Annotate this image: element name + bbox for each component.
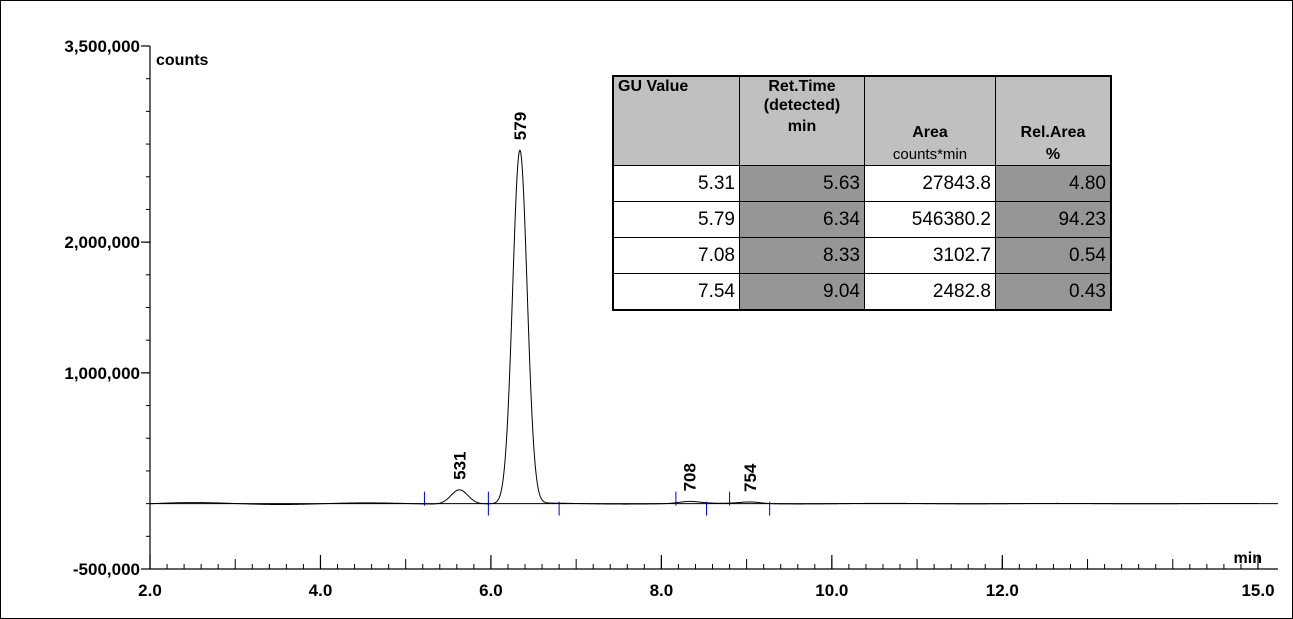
header-rel-area: Rel.Area % [995, 75, 1112, 166]
peak-label-754: 754 [741, 463, 760, 492]
header-ret-time-label: Ret.Time (detected) [763, 78, 841, 114]
chromatogram-trace [149, 149, 1258, 505]
peak-label-579: 579 [511, 112, 530, 140]
header-area-unit: counts*min [892, 146, 968, 163]
cell-ret-time: 9.04 [739, 273, 865, 311]
header-ret-time: Ret.Time (detected) min [739, 75, 865, 166]
header-area: Area counts*min [864, 75, 996, 166]
cell-gu-value: 5.79 [612, 201, 740, 238]
y-tick-label: 3,500,000 [64, 37, 140, 56]
cell-rel-area: 4.80 [995, 165, 1112, 202]
cell-area: 3102.7 [864, 237, 996, 274]
header-ret-time-unit: min [787, 118, 817, 135]
x-tick-label: 2.0 [138, 581, 162, 600]
cell-rel-area: 0.54 [995, 237, 1112, 274]
table-header-row: GU Value Ret.Time (detected) min Area co… [612, 75, 1112, 166]
header-area-label: Area [912, 124, 948, 141]
table-row: 5.79 6.34 546380.2 94.23 [612, 201, 1112, 238]
y-tick-label: -500,000 [73, 560, 140, 579]
cell-ret-time: 6.34 [739, 201, 865, 238]
peak-results-table: GU Value Ret.Time (detected) min Area co… [612, 75, 1112, 311]
y-tick-label: 2,000,000 [64, 233, 140, 252]
peak-label-708: 708 [681, 463, 700, 491]
peak-label-531: 531 [450, 451, 469, 479]
cell-rel-area: 94.23 [995, 201, 1112, 238]
x-tick-label: 4.0 [309, 581, 333, 600]
header-rel-area-unit: % [1045, 146, 1061, 163]
x-tick-label: 6.0 [479, 581, 503, 600]
header-gu-value-label: GU Value [618, 78, 689, 95]
y-tick-label: 1,000,000 [64, 364, 140, 383]
cell-area: 546380.2 [864, 201, 996, 238]
cell-gu-value: 5.31 [612, 165, 740, 202]
table-row: 7.08 8.33 3102.7 0.54 [612, 237, 1112, 274]
cell-gu-value: 7.08 [612, 237, 740, 274]
x-tick-label: 15.0 [1241, 581, 1274, 600]
cell-area: 27843.8 [864, 165, 996, 202]
x-tick-label: 10.0 [815, 581, 848, 600]
x-tick-label: 8.0 [650, 581, 674, 600]
table-row: 7.54 9.04 2482.8 0.43 [612, 273, 1112, 311]
cell-rel-area: 0.43 [995, 273, 1112, 311]
cell-area: 2482.8 [864, 273, 996, 311]
cell-ret-time: 8.33 [739, 237, 865, 274]
x-axis-unit-label: min [1234, 550, 1262, 567]
cell-ret-time: 5.63 [739, 165, 865, 202]
header-gu-value: GU Value [612, 75, 740, 166]
header-rel-area-label: Rel.Area [1020, 124, 1086, 141]
x-tick-label: 12.0 [986, 581, 1019, 600]
table-row: 5.31 5.63 27843.8 4.80 [612, 165, 1112, 202]
y-axis-unit-label: counts [156, 52, 209, 69]
cell-gu-value: 7.54 [612, 273, 740, 311]
